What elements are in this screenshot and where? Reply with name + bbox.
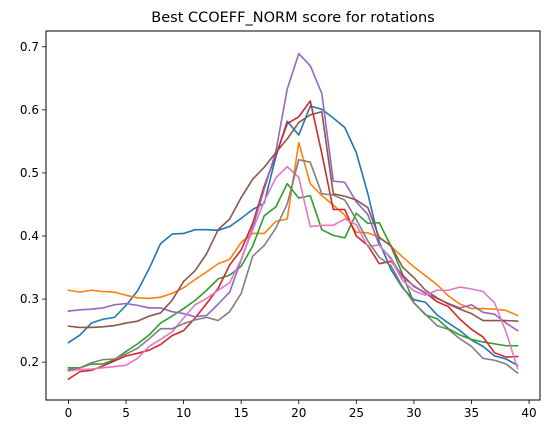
x-tick-label: 10 <box>176 406 191 420</box>
x-tick-label: 30 <box>406 406 421 420</box>
x-axis: 0 5 10 15 20 25 30 35 40 <box>65 400 537 420</box>
y-tick-label: 0.6 <box>20 103 39 117</box>
x-tick-label: 25 <box>349 406 364 420</box>
y-axis: 0.2 0.3 0.4 0.5 0.6 0.7 <box>20 40 46 369</box>
x-tick-label: 0 <box>65 406 73 420</box>
x-tick-label: 40 <box>521 406 536 420</box>
y-tick-label: 0.3 <box>20 292 39 306</box>
x-tick-label: 15 <box>234 406 249 420</box>
plot-frame <box>45 30 541 401</box>
chart-title: Best CCOEFF_NORM score for rotations <box>151 10 434 26</box>
series-line-6 <box>67 110 519 329</box>
y-tick-label: 0.4 <box>20 229 39 243</box>
y-tick-label: 0.7 <box>20 40 39 54</box>
series-line-1 <box>67 105 519 367</box>
y-tick-label: 0.5 <box>20 166 39 180</box>
series-line-3 <box>67 182 519 369</box>
x-tick-label: 5 <box>122 406 130 420</box>
series-line-4 <box>67 100 519 381</box>
y-tick-label: 0.2 <box>20 355 39 369</box>
x-tick-label: 35 <box>464 406 479 420</box>
series-lines <box>67 52 519 381</box>
series-line-7 <box>67 165 519 372</box>
x-tick-label: 20 <box>291 406 306 420</box>
series-line-8 <box>67 158 519 375</box>
